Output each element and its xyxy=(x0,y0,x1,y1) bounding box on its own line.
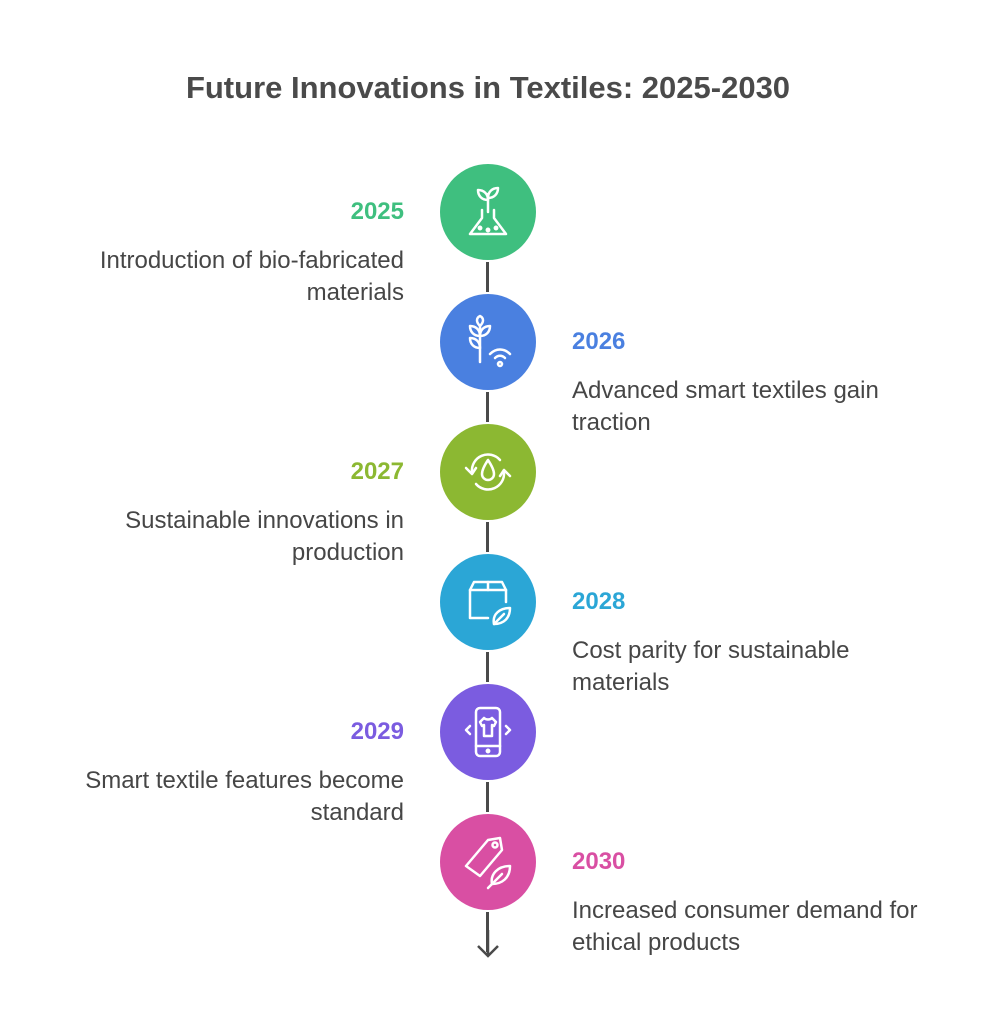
event-description: Advanced smart textiles gain traction xyxy=(572,377,879,436)
timeline-node-2029 xyxy=(440,684,536,780)
timeline-node-2028 xyxy=(440,554,536,650)
timeline-connector xyxy=(486,782,489,812)
timeline-connector xyxy=(486,522,489,552)
event-year: 2028 xyxy=(572,588,626,615)
event-year: 2025 xyxy=(350,198,404,225)
phone-shirt-icon xyxy=(464,706,512,758)
event-year: 2029 xyxy=(350,718,404,745)
box-leaf-icon xyxy=(468,580,512,626)
event-description: Sustainable innovations in production xyxy=(125,507,404,566)
timeline-node-2026 xyxy=(440,294,536,390)
timeline-connector xyxy=(486,392,489,422)
event-description: Introduction of bio-fabricated materials xyxy=(99,247,404,306)
timeline-node-2025 xyxy=(440,164,536,260)
event-year: 2030 xyxy=(572,848,626,875)
event-year: 2026 xyxy=(572,328,626,355)
flask-sprout-icon xyxy=(468,186,508,236)
timeline-connector xyxy=(486,262,489,292)
timeline-node-2027 xyxy=(440,424,536,520)
tag-leaf-icon xyxy=(464,836,512,890)
timeline-node-2030 xyxy=(440,814,536,910)
timeline-connector xyxy=(486,652,489,682)
page-title: Future Innovations in Textiles: 2025-203… xyxy=(185,70,791,105)
wheat-wifi-icon xyxy=(468,314,512,368)
event-description: Smart textile features become standard xyxy=(85,767,404,826)
event-year: 2027 xyxy=(350,458,404,485)
event-description: Increased consumer demand for ethical pr… xyxy=(572,897,918,956)
event-description: Cost parity for sustainable materials xyxy=(572,637,850,696)
water-cycle-icon xyxy=(464,453,512,491)
arrow-down-icon xyxy=(477,930,499,958)
